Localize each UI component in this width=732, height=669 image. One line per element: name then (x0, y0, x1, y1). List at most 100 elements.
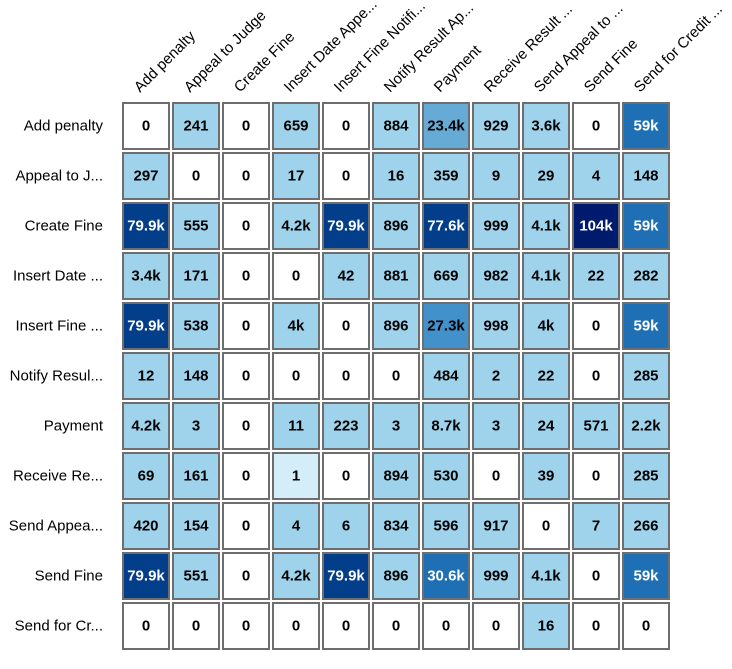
cell-value-label: 42 (338, 268, 355, 285)
heatmap-cell (122, 302, 170, 350)
heatmap-cell (572, 102, 620, 150)
cell-value-label: 982 (483, 268, 508, 285)
cell-value-label: 596 (433, 518, 458, 535)
cell-value-label: 0 (492, 618, 500, 635)
cell-value-label: 241 (183, 118, 208, 135)
heatmap-cell (472, 452, 520, 500)
cell-value-label: 555 (183, 218, 208, 235)
heatmap-cell (372, 202, 420, 250)
heatmap-cell (572, 302, 620, 350)
heatmap-cell (172, 502, 220, 550)
heatmap-cell (422, 452, 470, 500)
heatmap-cell (472, 552, 520, 600)
heatmap-cell (322, 252, 370, 300)
heatmap-cell (522, 152, 570, 200)
heatmap-cell (172, 152, 220, 200)
heatmap-cell (222, 402, 270, 450)
heatmap-cell (172, 452, 220, 500)
heatmap-cell (622, 602, 670, 650)
heatmap-cell (372, 152, 420, 200)
heatmap-cell (522, 402, 570, 450)
heatmap-cell (522, 352, 570, 400)
heatmap-cell (522, 302, 570, 350)
cell-value-label: 0 (592, 568, 600, 585)
row-label-send-fine: Send Fine (35, 568, 103, 585)
cell-value-label: 484 (433, 368, 459, 385)
cell-value-label: 148 (633, 168, 658, 185)
cell-value-label: 59k (633, 318, 659, 335)
heatmap-cell (572, 402, 620, 450)
heatmap-cell (272, 302, 320, 350)
cell-value-label: 16 (388, 168, 405, 185)
heatmap-cell (522, 252, 570, 300)
cell-value-label: 881 (383, 268, 408, 285)
row-label-send-appea: Send Appea... (9, 518, 103, 535)
cell-value-label: 896 (383, 218, 408, 235)
cell-value-label: 6 (342, 518, 350, 535)
heatmap-cell (322, 202, 370, 250)
row-label-create-fine: Create Fine (25, 218, 103, 235)
cell-value-label: 79.9k (327, 218, 365, 235)
heatmap-cell (422, 302, 470, 350)
cell-value-label: 0 (342, 318, 350, 335)
cell-value-label: 0 (292, 618, 300, 635)
cell-value-label: 266 (633, 518, 658, 535)
heatmap-cell (122, 102, 170, 150)
cell-value-label: 0 (592, 368, 600, 385)
cell-value-label: 11 (288, 418, 304, 435)
heatmap-cell (322, 352, 370, 400)
cell-value-label: 420 (133, 518, 158, 535)
heatmap-cell (422, 502, 470, 550)
heatmap-cell (572, 452, 620, 500)
heatmap-cell (422, 602, 470, 650)
cell-value-label: 0 (492, 468, 500, 485)
heatmap-cell (572, 152, 620, 200)
heatmap-cell (422, 102, 470, 150)
heatmap-cell (622, 302, 670, 350)
heatmap-cell (472, 402, 520, 450)
heatmap-cell (122, 352, 170, 400)
heatmap-cell (522, 602, 570, 650)
cell-value-label: 7 (592, 518, 600, 535)
cell-value-label: 0 (242, 218, 250, 235)
cell-value-label: 0 (392, 368, 400, 385)
cell-value-label: 4.1k (531, 268, 561, 285)
cell-value-label: 223 (333, 418, 358, 435)
cell-value-label: 0 (242, 318, 250, 335)
heatmap-cell (222, 102, 270, 150)
cell-value-label: 30.6k (427, 568, 465, 585)
cell-value-label: 39 (538, 468, 555, 485)
cell-value-label: 3 (392, 418, 400, 435)
row-label-insert-date: Insert Date ... (13, 268, 103, 285)
heatmap-cell (172, 302, 220, 350)
heatmap-cell (572, 202, 620, 250)
heatmap-cell (622, 552, 670, 600)
cell-value-label: 0 (592, 318, 600, 335)
cell-value-label: 896 (383, 318, 408, 335)
cell-value-label: 0 (242, 268, 250, 285)
cell-value-label: 551 (183, 568, 208, 585)
heatmap-cell (272, 152, 320, 200)
cell-value-label: 3.6k (531, 118, 561, 135)
cell-value-label: 0 (342, 468, 350, 485)
cell-value-label: 0 (592, 618, 600, 635)
heatmap-cell (422, 352, 470, 400)
row-label-insert-fine: Insert Fine ... (15, 318, 103, 335)
cell-value-label: 0 (592, 468, 600, 485)
heatmap-cell (122, 252, 170, 300)
heatmap-cell (472, 252, 520, 300)
cell-value-label: 0 (642, 618, 650, 635)
cell-value-label: 669 (433, 268, 458, 285)
cell-value-label: 282 (633, 268, 658, 285)
heatmap-cell (122, 452, 170, 500)
heatmap-cell (472, 302, 520, 350)
heatmap-cell (622, 352, 670, 400)
heatmap-cell (472, 352, 520, 400)
cell-value-label: 0 (242, 118, 250, 135)
cell-value-label: 0 (192, 168, 200, 185)
cell-value-label: 998 (483, 318, 508, 335)
cell-value-label: 659 (283, 118, 308, 135)
cell-value-label: 148 (183, 368, 208, 385)
cell-value-label: 0 (342, 618, 350, 635)
cell-value-label: 3 (192, 418, 200, 435)
